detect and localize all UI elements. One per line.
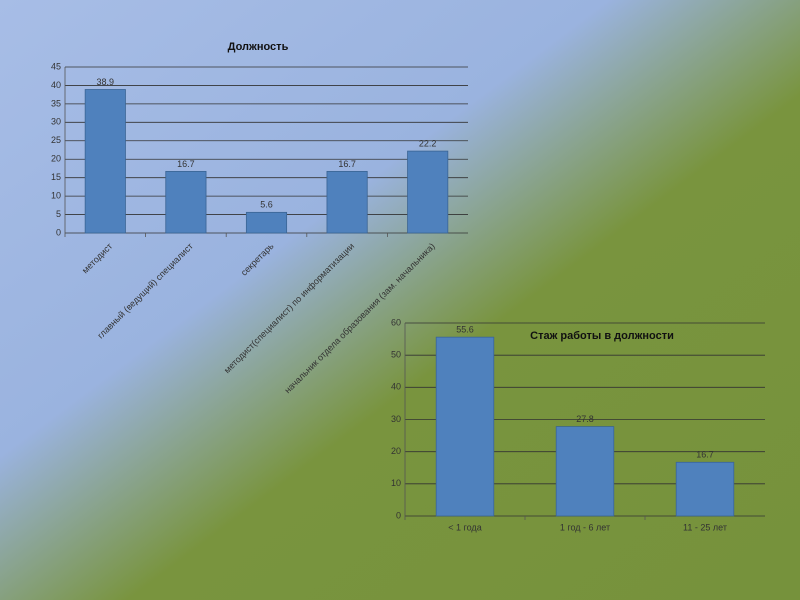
x-tick-label: 11 - 25 лет — [683, 522, 727, 532]
y-tick-label: 10 — [51, 190, 61, 200]
x-tick-label: 1 год - 6 лет — [560, 522, 610, 532]
y-tick-label: 20 — [51, 154, 61, 164]
y-tick-label: 35 — [51, 98, 61, 108]
chart-title: Стаж работы в должности — [530, 330, 674, 342]
data-label: 55.6 — [456, 325, 474, 335]
y-tick-label: 60 — [391, 317, 401, 327]
data-label: 16.7 — [338, 159, 356, 169]
y-tick-label: 0 — [396, 510, 401, 520]
data-label: 22.2 — [419, 138, 437, 148]
y-tick-label: 30 — [51, 117, 61, 127]
bar — [245, 211, 288, 234]
y-tick-label: 5 — [56, 209, 61, 219]
bar — [326, 170, 368, 234]
bar — [435, 336, 495, 517]
y-tick-label: 0 — [56, 227, 61, 237]
bar — [407, 150, 449, 234]
data-label: 38.9 — [97, 77, 115, 87]
data-label: 16.7 — [177, 159, 195, 169]
y-tick-label: 10 — [391, 478, 401, 488]
y-tick-label: 40 — [51, 80, 61, 90]
bar — [675, 461, 735, 517]
y-tick-label: 25 — [51, 135, 61, 145]
y-tick-label: 30 — [391, 414, 401, 424]
x-tick-label: < 1 года — [448, 522, 481, 532]
bar — [84, 89, 126, 234]
y-tick-label: 20 — [391, 446, 401, 456]
data-label: 27.8 — [576, 414, 594, 424]
chart-title: Должность — [228, 41, 289, 53]
y-tick-label: 15 — [51, 172, 61, 182]
data-label: 16.7 — [696, 450, 714, 460]
y-tick-label: 40 — [391, 382, 401, 392]
data-label: 5.6 — [260, 200, 273, 210]
bar — [555, 426, 615, 517]
bar — [165, 170, 207, 234]
y-tick-label: 50 — [391, 350, 401, 360]
y-tick-label: 45 — [51, 61, 61, 71]
